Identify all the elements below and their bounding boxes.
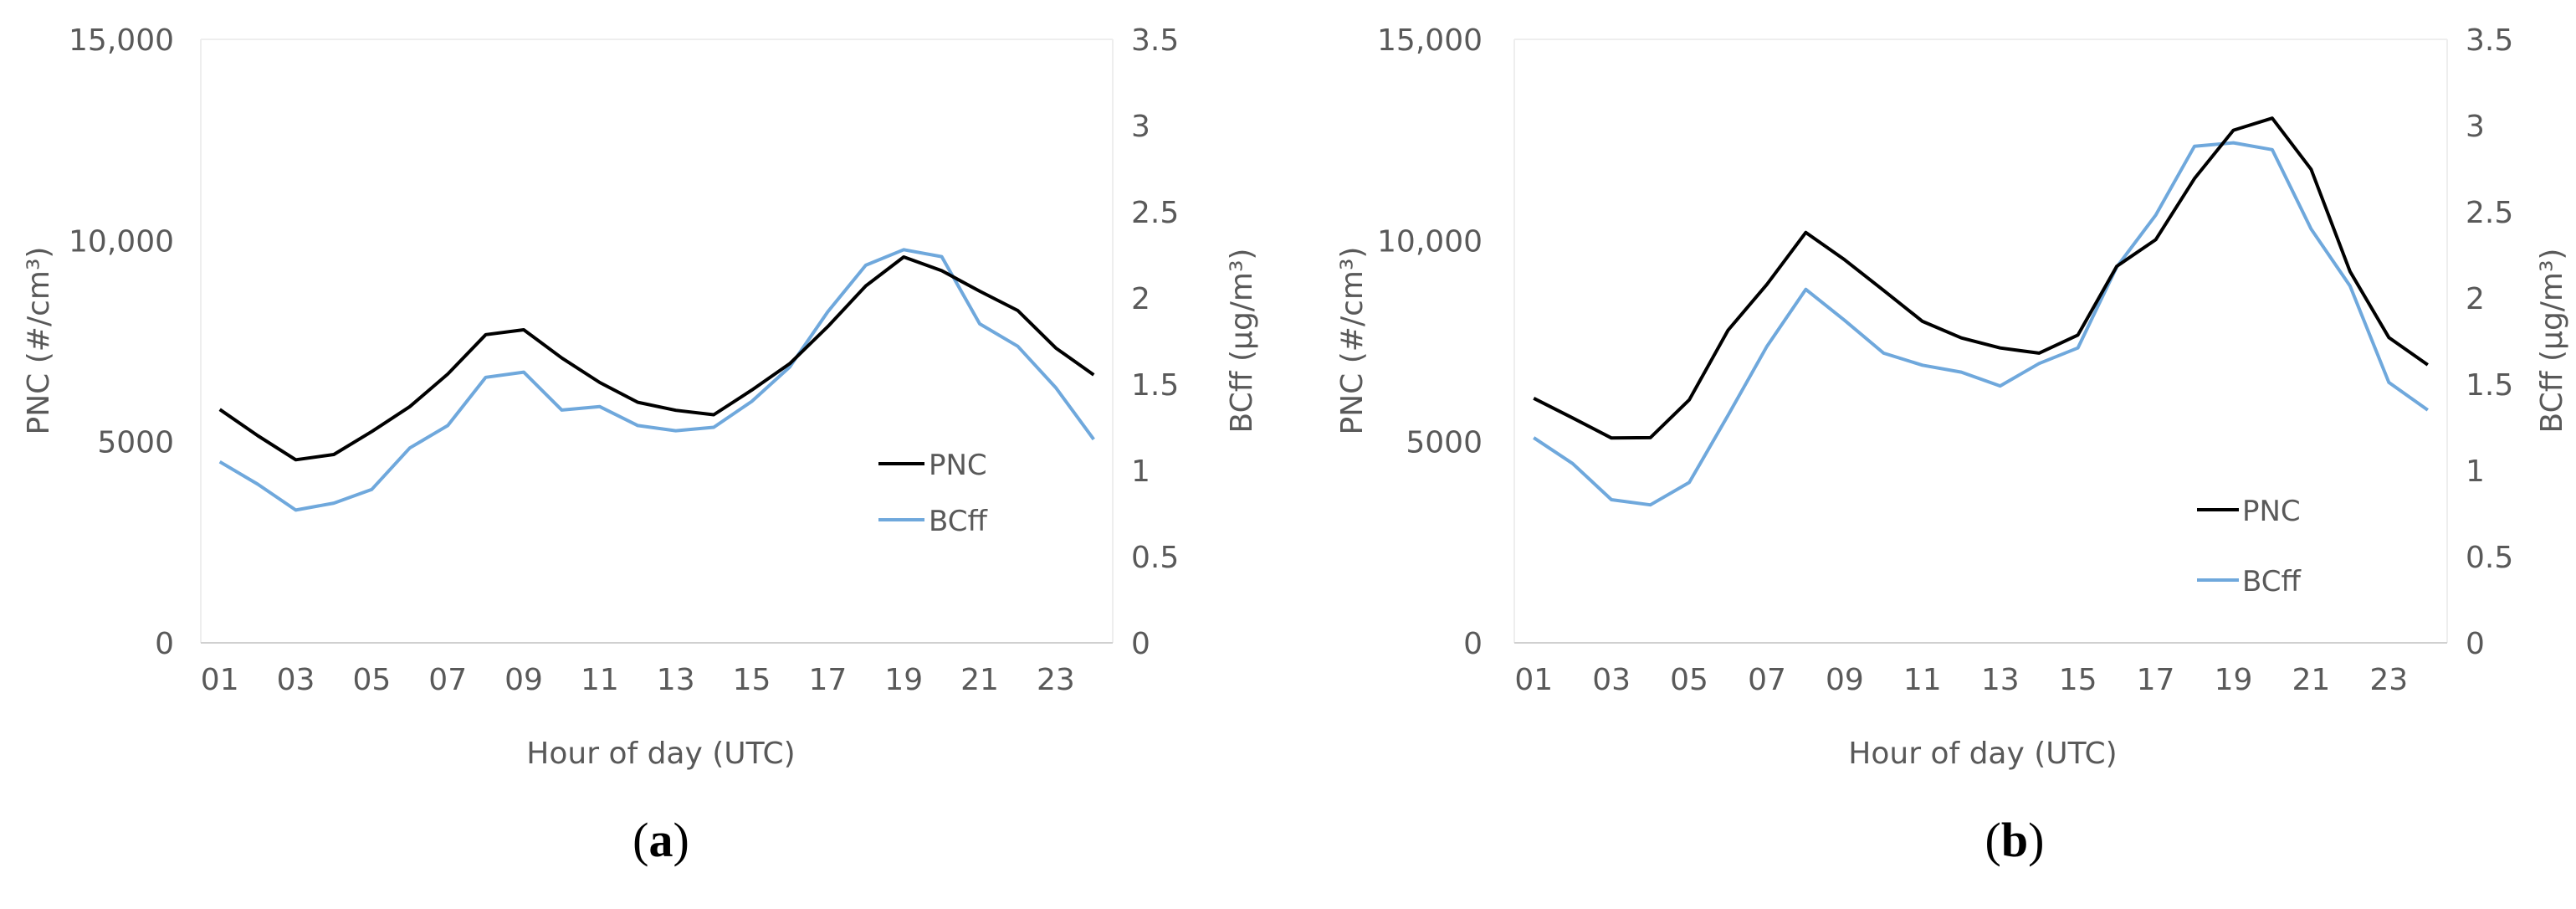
chart-panel-b: 0 5000 10,000 15,000 0 0.5 1 1.5 2 2.5 3 3.5 01 03 05 0…	[1288, 0, 2576, 909]
right-axis-tick-label: 1	[2466, 454, 2485, 489]
right-axis-tick-label: 2.5	[2466, 196, 2513, 230]
right-axis-tick-label: 0.5	[1131, 541, 1179, 575]
x-axis-tick-label: 23	[1037, 663, 1075, 697]
left-axis-title: PNC (#/cm³)	[22, 247, 56, 435]
x-axis-tick-label: 17	[808, 663, 847, 697]
chart-a-svg: 0 5000 10,000 15,000 0 0.5 1 1.5 2 2.5 3 3.5 01 03 05 0…	[22, 23, 1259, 771]
x-axis-tick-label: 11	[1903, 663, 1942, 697]
right-axis-tick-label: 2	[1131, 282, 1150, 316]
x-axis-tick-label: 05	[1670, 663, 1708, 697]
x-axis-title: Hour of day (UTC)	[1848, 737, 2117, 771]
right-axis-tick-label: 3	[1131, 110, 1150, 144]
x-axis-tick-label: 07	[1748, 663, 1786, 697]
right-axis-tick-label: 1	[1131, 454, 1150, 489]
x-axis-tick-label: 21	[2292, 663, 2330, 697]
left-axis-tick-label: 15,000	[1377, 23, 1483, 58]
left-axis-tick-label: 5000	[97, 426, 174, 460]
series-line-pnc	[218, 255, 1095, 462]
x-axis-tick-label: 05	[352, 663, 391, 697]
right-axis-tick-label: 1.5	[1131, 368, 1179, 403]
x-axis-tick-label: 13	[1981, 663, 2020, 697]
right-axis-tick-label: 2	[2466, 282, 2485, 316]
legend-pnc-label: PNC	[929, 449, 987, 482]
left-axis-tick-label: 10,000	[69, 224, 174, 259]
legend-bcff-label: BCff	[2242, 565, 2302, 598]
chart-b-svg: 0 5000 10,000 15,000 0 0.5 1 1.5 2 2.5 3 3.5 01 03 05 0…	[1335, 23, 2569, 771]
legend-pnc-label: PNC	[2242, 495, 2301, 528]
x-axis-tick-label: 09	[504, 663, 543, 697]
right-axis-tick-label: 2.5	[1131, 196, 1179, 230]
legend: PNC BCff	[878, 449, 988, 538]
x-axis-tick-label: 01	[1514, 663, 1553, 697]
left-axis-tick-label: 0	[1463, 627, 1483, 661]
right-axis-tick-label: 3	[2466, 110, 2485, 144]
x-axis-tick-label: 09	[1826, 663, 1864, 697]
x-axis-tick-label: 13	[657, 663, 695, 697]
x-axis-tick-label: 21	[960, 663, 999, 697]
left-axis-tick-label: 0	[155, 627, 174, 661]
right-axis-tick-label: 3.5	[1131, 23, 1179, 58]
panel-label-b: (b)	[1984, 813, 2045, 867]
left-axis-tick-label: 10,000	[1377, 224, 1483, 259]
x-axis-tick-label: 15	[733, 663, 771, 697]
x-axis-title: Hour of day (UTC)	[526, 737, 795, 771]
right-axis-title: BCff (µg/m³)	[1225, 249, 1259, 434]
chart-panel-a: 0 5000 10,000 15,000 0 0.5 1 1.5 2 2.5 3 3.5 01 03 05 0…	[22, 23, 1259, 867]
right-axis-tick-label: 0	[2466, 627, 2485, 661]
x-axis-tick-label: 01	[201, 663, 239, 697]
x-axis-tick-label: 03	[1592, 663, 1631, 697]
x-axis-tick-label: 17	[2137, 663, 2175, 697]
series-line-pnc	[1533, 116, 2429, 440]
left-axis-title: PNC (#/cm³)	[1335, 247, 1370, 435]
series-line-bcff	[218, 248, 1095, 512]
right-axis-tick-label: 3.5	[2466, 23, 2513, 58]
x-axis-tick-label: 23	[2369, 663, 2408, 697]
right-axis-title: BCff (µg/m³)	[2535, 249, 2569, 434]
x-axis-tick-label: 03	[277, 663, 315, 697]
legend-bcff-label: BCff	[929, 505, 988, 538]
right-axis-tick-label: 1.5	[2466, 368, 2513, 403]
x-axis-tick-label: 11	[581, 663, 619, 697]
panel-label-a: (a)	[632, 813, 689, 867]
left-axis-tick-label: 5000	[1406, 426, 1483, 460]
series-line-bcff	[1533, 141, 2429, 507]
x-axis-tick-label: 19	[884, 663, 923, 697]
right-axis-tick-label: 0	[1131, 627, 1150, 661]
left-axis-tick-label: 15,000	[69, 23, 174, 58]
x-axis-tick-label: 07	[428, 663, 467, 697]
legend: PNC BCff	[2197, 495, 2302, 598]
x-axis-tick-label: 15	[2059, 663, 2097, 697]
right-axis-tick-label: 0.5	[2466, 541, 2513, 575]
x-axis-tick-label: 19	[2215, 663, 2253, 697]
